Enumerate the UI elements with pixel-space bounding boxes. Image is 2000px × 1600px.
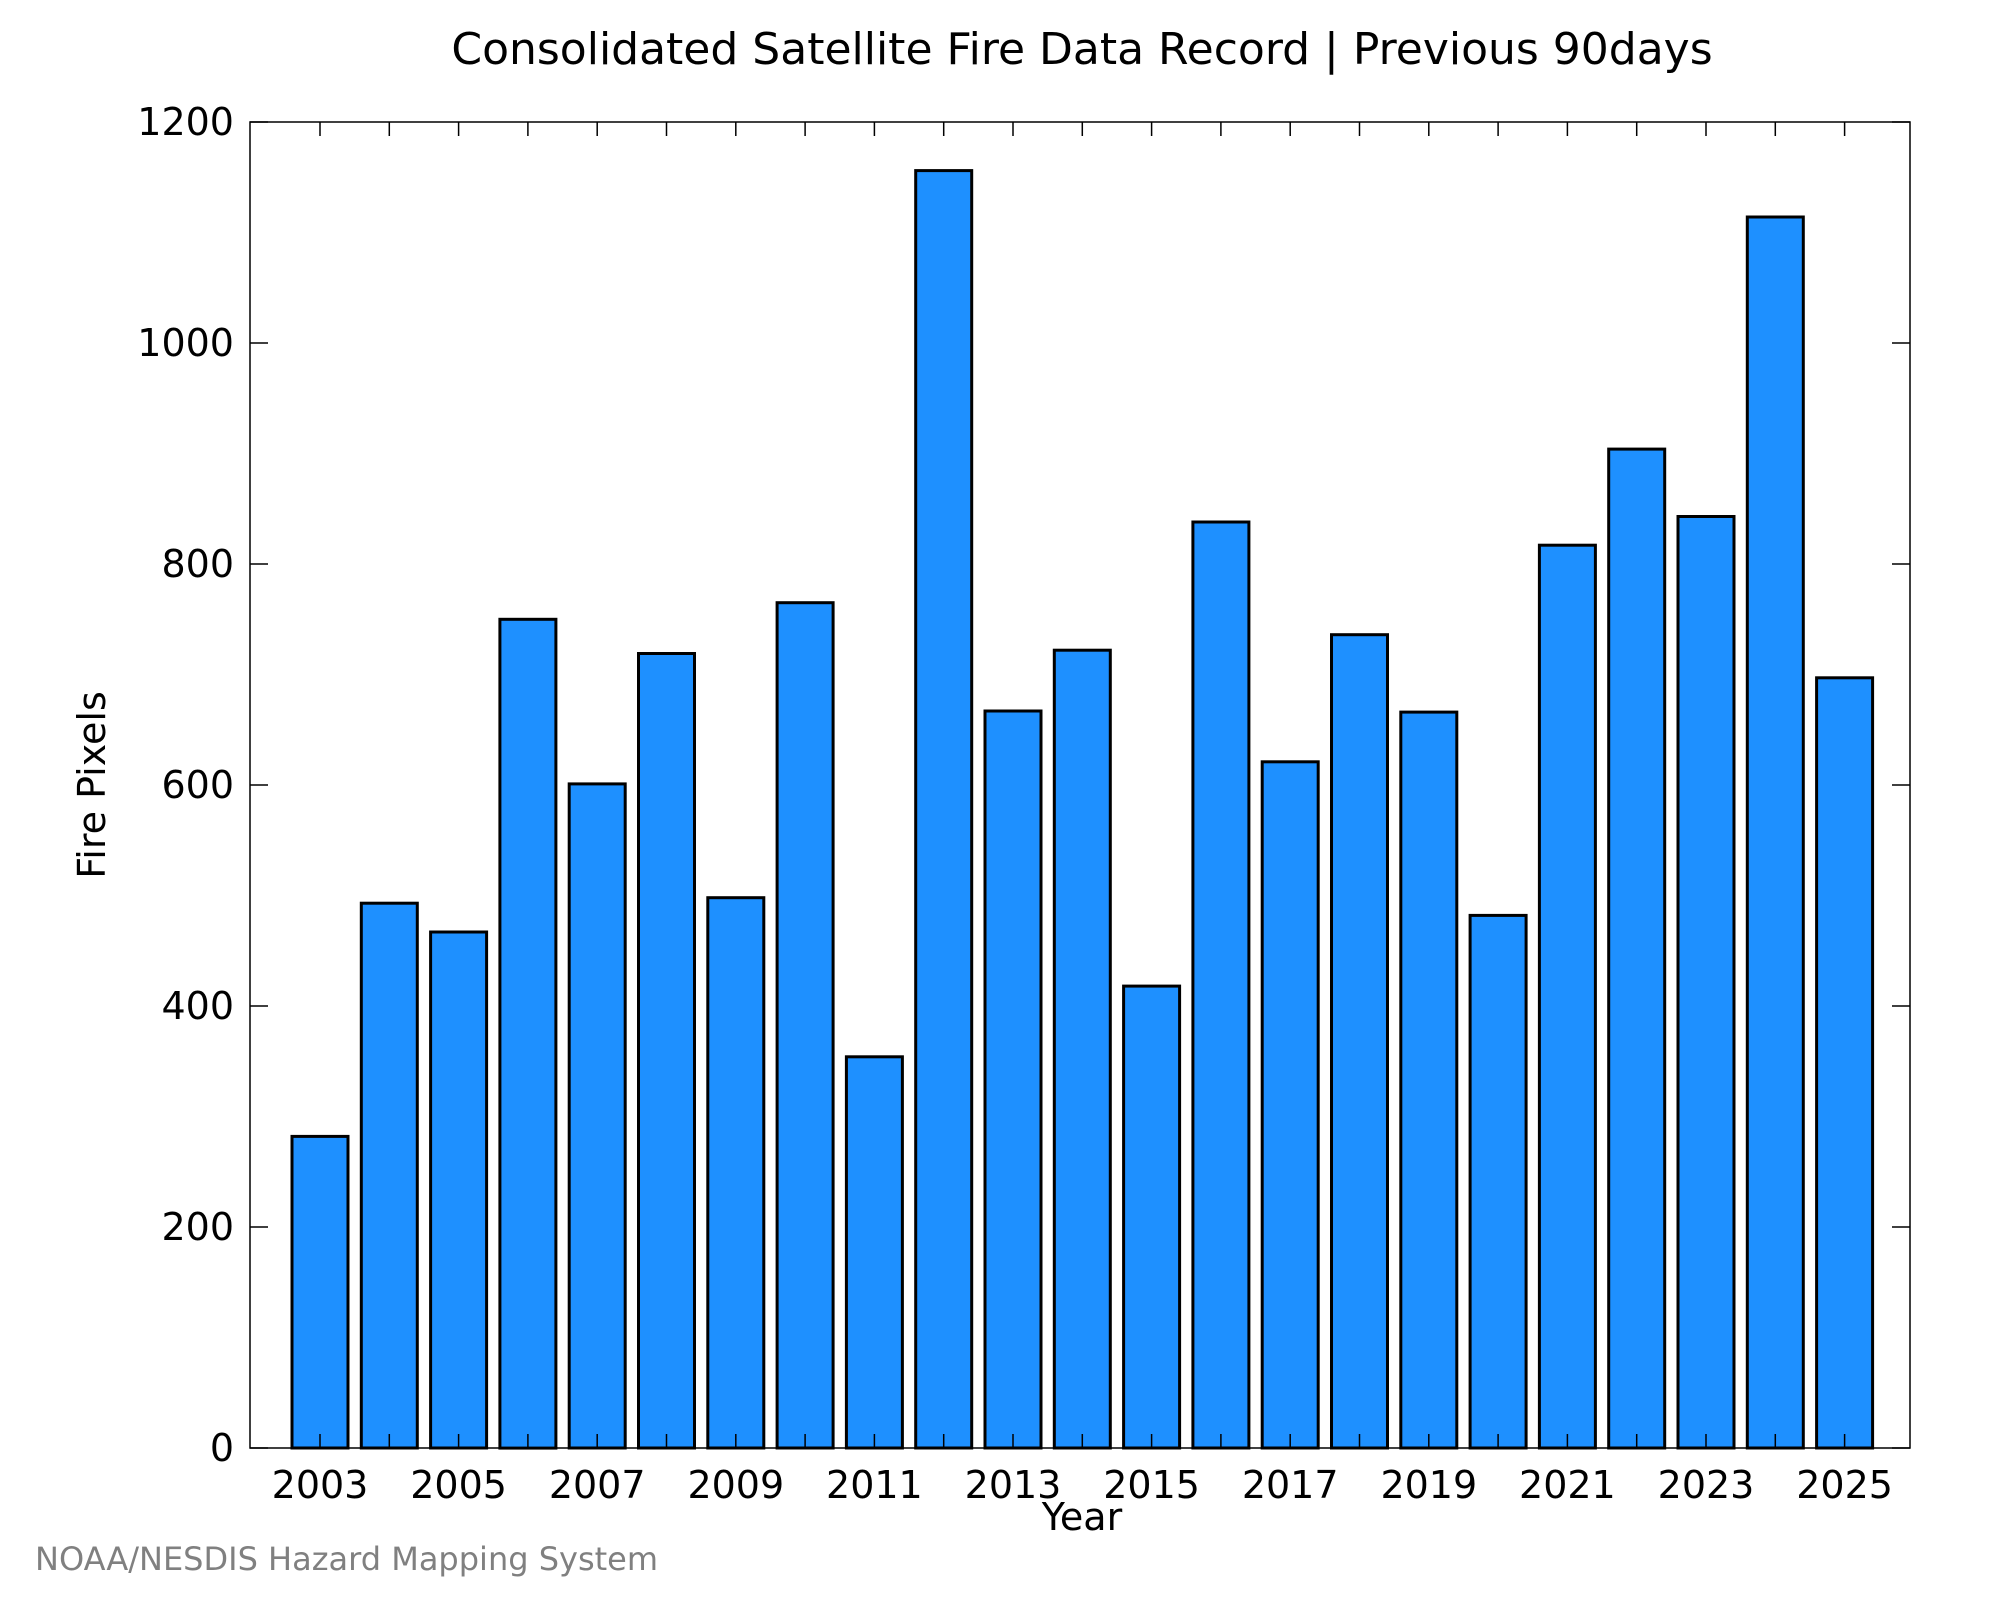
x-tick-label-2005: 2005 xyxy=(410,1463,507,1507)
y-tick-label-1200: 1200 xyxy=(137,100,234,144)
y-tick-label-1000: 1000 xyxy=(137,321,234,365)
bar-2025 xyxy=(1815,676,1875,1450)
bar-2024 xyxy=(1745,215,1805,1450)
bar-2013 xyxy=(983,709,1043,1450)
bar-2019 xyxy=(1399,710,1459,1450)
bar-2018 xyxy=(1330,633,1389,1450)
y-tick-label-600: 600 xyxy=(161,763,234,807)
y-axis-ticks: 0 200 400 600 800 1000 1200 xyxy=(137,100,1910,1470)
source-credit: NOAA/NESDIS Hazard Mapping System xyxy=(35,1540,658,1578)
x-tick-label-2025: 2025 xyxy=(1796,1463,1893,1507)
bar-2021 xyxy=(1537,543,1597,1450)
bar-2006 xyxy=(498,617,558,1450)
x-tick-label-2007: 2007 xyxy=(549,1463,646,1507)
bar-2011 xyxy=(844,1055,904,1450)
x-tick-label-2015: 2015 xyxy=(1103,1463,1200,1507)
y-tick-label-0: 0 xyxy=(210,1426,234,1470)
bar-2009 xyxy=(706,896,766,1450)
bar-2005 xyxy=(429,930,489,1450)
x-tick-label-2019: 2019 xyxy=(1380,1463,1477,1507)
bar-2016 xyxy=(1191,520,1251,1450)
plot-frame xyxy=(249,121,1911,1449)
bar-2010 xyxy=(775,601,835,1450)
bar-2014 xyxy=(1052,648,1112,1450)
bar-2017 xyxy=(1260,760,1320,1450)
bar-series xyxy=(290,169,1875,1450)
bar-2023 xyxy=(1676,515,1736,1450)
bar-2012 xyxy=(914,169,974,1450)
chart-title: Consolidated Satellite Fire Data Record … xyxy=(451,24,1712,75)
x-tick-label-2013: 2013 xyxy=(965,1463,1062,1507)
x-tick-label-2003: 2003 xyxy=(272,1463,369,1507)
y-tick-label-800: 800 xyxy=(161,542,234,586)
x-tick-label-2023: 2023 xyxy=(1658,1463,1755,1507)
x-tick-label-2021: 2021 xyxy=(1519,1463,1616,1507)
y-tick-label-200: 200 xyxy=(161,1205,234,1249)
bar-2015 xyxy=(1122,984,1182,1450)
bar-2020 xyxy=(1468,913,1528,1450)
y-axis-label: Fire Pixels xyxy=(70,691,114,879)
x-tick-label-2017: 2017 xyxy=(1242,1463,1339,1507)
x-axis-ticks: 2003 2005 2007 2009 2011 2013 2015 2017 2019 2021… xyxy=(272,122,1893,1507)
bar-2004 xyxy=(359,901,419,1450)
y-tick-label-400: 400 xyxy=(161,984,234,1028)
x-tick-label-2011: 2011 xyxy=(826,1463,923,1507)
bar-2008 xyxy=(637,652,696,1450)
bar-2022 xyxy=(1607,447,1667,1450)
bar-2007 xyxy=(567,782,627,1450)
bar-2003 xyxy=(290,1134,350,1450)
x-axis-label: Year xyxy=(1041,1495,1123,1539)
x-tick-label-2009: 2009 xyxy=(687,1463,784,1507)
